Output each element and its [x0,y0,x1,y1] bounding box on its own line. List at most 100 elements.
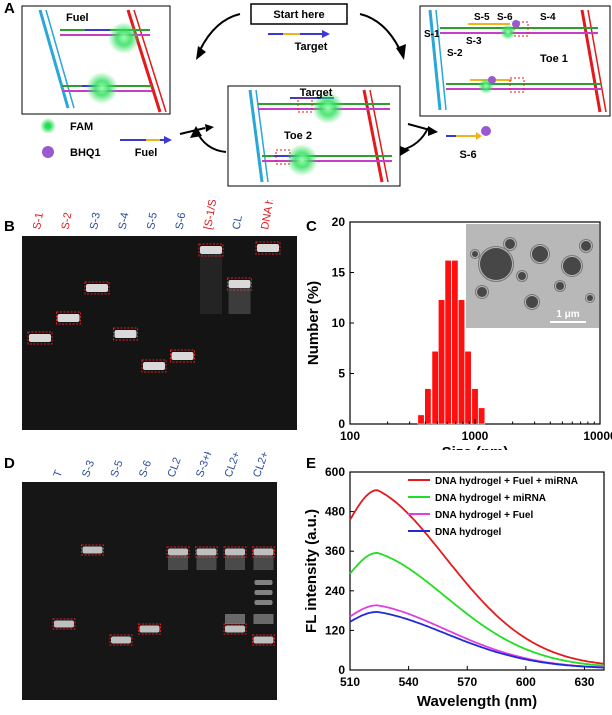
gel-d-band [252,546,275,558]
gel-d: T S-3 S-5 S-6 CL2 S-3+F CL2+T CL2+F+T [22,452,278,700]
bhq1-product-dot [481,126,491,136]
gel-d-lane-label: S-6 [137,459,154,479]
chart-e-xlabel: Wavelength (nm) [417,693,537,710]
strand-label-s1: S-1 [424,29,440,40]
chart-c-xlabel: Size (nm) [442,444,509,450]
chart-c-ytick: 5 [338,367,345,381]
chart-c-ylabel: Number (%) [305,281,322,365]
gel-b-lane-label: S-5 [145,212,160,231]
gel-b-lane-label: [S-1/S-2]n [202,200,222,231]
gel-d-lane-label: S-3 [80,459,97,479]
gel-b-band [27,331,53,345]
chart-c-ytick: 20 [332,215,346,229]
gel-b-lane-label: S-1 [31,212,46,231]
bhq1-legend-label: BHQ1 [70,147,101,159]
tem-inset: 1 μm [466,224,599,328]
tem-scale-label: 1 μm [556,309,579,320]
gel-d-band [166,546,190,558]
toe1-label: Toe 1 [540,53,568,65]
spectrum-line [349,551,605,667]
chart-e-frame [349,471,605,671]
chart-e-ytick: 240 [325,584,345,598]
panel-label-c: C [306,218,317,235]
legend-entry: DNA hydrogel + Fuel + miRNA [435,476,578,487]
gel-b-lane-label: S-2 [60,212,75,231]
gel-d-lane-label: S-5 [109,459,126,479]
chart-e-xtick: 630 [574,675,594,689]
histogram-bar [464,351,472,425]
left-box-duplexes [38,9,167,113]
histogram-bar [451,260,459,425]
gel-b: S-1 S-2 S-3 S-4 S-5 S-6 [S-1/S-2]n CL DNA hydrog… [22,200,297,430]
chart-c-xtick: 10000 [583,429,612,443]
chart-e-ytick: 120 [325,623,345,637]
fuel-legend-label: Fuel [135,147,158,159]
chart-c-ytick: 10 [332,316,346,330]
fuel-top-label: Fuel [66,12,89,24]
histogram-bar [478,407,486,425]
chart-c-ytick: 15 [332,266,346,280]
gel-b-lane-label: DNA hydrogel [259,200,283,231]
gel-d-lane-label: S-3+F [194,452,216,479]
gel-b-lane-label: S-4 [117,212,132,231]
gel-b-lane-label: S-6 [174,212,189,231]
target-center-label: Target [300,87,333,99]
fam-legend-label: FAM [70,121,93,133]
chart-e: 0 120 240 360 480 600 510 540 570 600 630 Wavelengt… [303,465,605,710]
start-here-label: Start here [273,9,324,21]
gel-d-band [109,634,133,646]
strand-label-s4: S-4 [540,12,556,23]
gel-d-band [81,544,104,556]
gel-d-band [195,546,218,558]
panel-label-d: D [4,455,15,472]
strand-label-s6: S-6 [497,12,513,23]
target-top-label: Target [295,41,328,53]
chart-e-ytick: 600 [325,465,345,479]
s6-product-label: S-6 [459,149,476,161]
gel-d-lane-label: T [52,468,66,479]
center-box-duplexes [248,89,392,183]
chart-c-xtick: 1000 [462,429,489,443]
gel-b-band [170,349,195,363]
gel-d-lane-label: CL2+T [223,452,246,479]
histogram-bar [458,299,465,425]
panel-label-b: B [4,218,15,235]
chart-e-xtick: 600 [516,675,536,689]
gel-b-band [56,311,81,325]
legend-entry: DNA hydrogel [435,527,502,538]
chart-e-ytick: 360 [325,544,345,558]
gel-d-lane-label: CL2+F+T [251,452,278,479]
gel-b-band [255,241,281,255]
gel-d-band [138,623,161,635]
spectrum-line [349,610,604,669]
right-box-duplexes [428,9,607,113]
chart-e-ytick: 480 [325,505,345,519]
strand-label-s3: S-3 [466,36,482,47]
chart-c-ytick: 0 [338,417,345,431]
chart-c: 0 5 10 15 20 100 1000 10000 Size (nm) Number (%) 1… [305,215,612,450]
gel-b-lane-label: CL [231,215,245,231]
legend-entry: DNA hydrogel + Fuel [435,510,533,521]
chart-e-ytick: 0 [338,663,345,677]
histogram-bar [438,299,445,425]
gel-d-background [22,482,277,700]
panel-label-a: A [4,0,15,17]
toe2-label: Toe 2 [284,130,312,142]
spectrum-line [349,489,605,665]
gel-d-band [223,623,247,635]
gel-d-band [52,618,76,630]
gel-b-band [113,327,138,341]
start-here-box [250,3,348,25]
chart-c-xtick: 100 [340,429,360,443]
histogram-bar [471,388,479,425]
panel-label-e: E [306,455,317,472]
strand-label-s5: S-5 [474,12,490,23]
gel-b-band [227,277,252,314]
histogram-bar [444,260,452,425]
gel-d-lane-label: CL2 [166,456,184,479]
gel-b-lane-label: S-3 [88,212,103,231]
chart-e-xtick: 540 [399,675,419,689]
gel-b-band [84,281,110,295]
schematic-diagram: Fuel Start here Target Target Toe 2 [21,3,611,187]
gel-b-band [141,359,167,373]
